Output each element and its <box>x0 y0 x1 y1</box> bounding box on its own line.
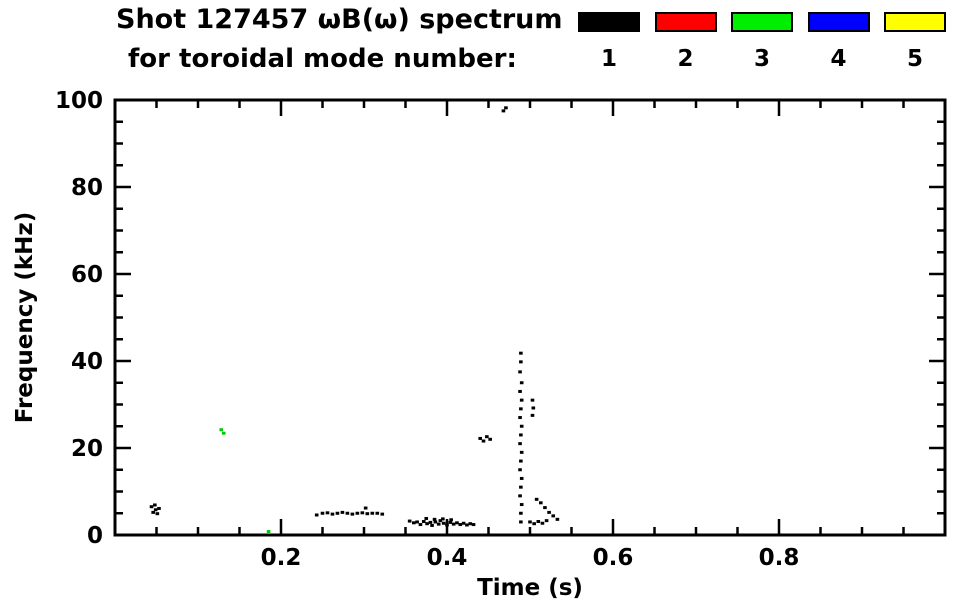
svg-text:40: 40 <box>71 349 103 375</box>
spectrum-plot: 0.2 0.4 0.6 0.8 0 20 40 60 80 100 Time (s) Frequenc… <box>12 88 947 601</box>
legend <box>578 12 946 32</box>
legend-labels: 1 2 3 4 5 <box>578 46 946 72</box>
svg-text:0.6: 0.6 <box>593 545 634 571</box>
legend-label-mode2: 2 <box>677 46 694 72</box>
legend-swatch-mode3 <box>731 12 793 32</box>
legend-swatch-mode5 <box>884 12 946 32</box>
svg-text:Time (s): Time (s) <box>477 575 583 601</box>
legend-swatch-mode4 <box>807 12 870 32</box>
svg-text:80: 80 <box>71 175 103 201</box>
chart-subtitle: for toroidal mode number: <box>128 44 517 74</box>
svg-text:0.2: 0.2 <box>261 545 302 571</box>
svg-text:0.8: 0.8 <box>759 545 800 571</box>
chart-title: Shot 127457 ωB(ω) spectrum <box>116 4 563 35</box>
legend-swatch-mode2 <box>654 12 717 32</box>
legend-label-mode4: 4 <box>830 46 847 72</box>
legend-swatch-mode1 <box>578 12 640 32</box>
legend-label-mode5: 5 <box>906 46 923 72</box>
svg-text:0.4: 0.4 <box>427 545 468 571</box>
svg-text:100: 100 <box>55 88 103 114</box>
legend-label-mode1: 1 <box>600 46 617 72</box>
svg-text:0: 0 <box>87 523 103 549</box>
legend-label-mode3: 3 <box>753 46 770 72</box>
svg-text:20: 20 <box>71 436 103 462</box>
svg-text:60: 60 <box>71 262 103 288</box>
svg-text:Frequency (kHz): Frequency (kHz) <box>12 212 38 424</box>
